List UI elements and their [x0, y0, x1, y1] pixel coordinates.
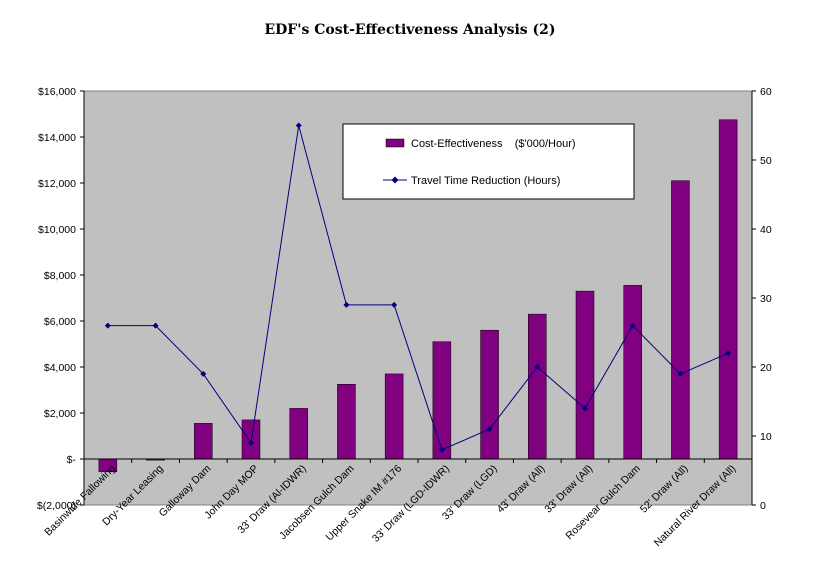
left-tick-label: $10,000	[38, 224, 76, 236]
left-tick-label: $4,000	[44, 362, 76, 374]
line-point	[104, 322, 111, 329]
line-point	[391, 301, 398, 308]
chart-title: EDF's Cost-Effectiveness Analysis (2)	[264, 22, 556, 38]
bar	[528, 313, 547, 460]
bar	[337, 384, 356, 460]
right-tick-label: 0	[760, 500, 766, 512]
bar	[384, 373, 404, 460]
bar	[289, 408, 308, 460]
line-point	[343, 301, 350, 308]
right-tick-label: 40	[760, 224, 772, 236]
right-tick-label: 20	[760, 362, 772, 374]
left-tick-label: $16,000	[38, 86, 76, 98]
line-point	[152, 322, 159, 329]
line-point	[295, 122, 302, 129]
line-point	[486, 426, 493, 433]
bar	[432, 341, 452, 460]
bar	[671, 180, 690, 460]
line-point	[438, 446, 445, 453]
line-point	[582, 405, 588, 412]
right-tick-label: 50	[760, 155, 772, 167]
bar	[194, 423, 213, 460]
legend-bar-label: Cost-Effectiveness ($'000/Hour)	[411, 138, 576, 150]
right-tick-label: 10	[760, 431, 772, 443]
legend: Cost-Effectiveness ($'000/Hour) Travel T…	[342, 123, 635, 200]
legend-box	[342, 123, 635, 200]
bar	[575, 290, 595, 460]
bar	[623, 285, 642, 460]
left-tick-label: $2,000	[44, 408, 76, 420]
legend-line-marker	[391, 176, 399, 184]
bar	[718, 119, 738, 460]
left-tick-label: $14,000	[38, 132, 76, 144]
bar-series	[83, 119, 753, 472]
travel-time-line	[107, 125, 729, 451]
left-tick-label: $12,000	[38, 178, 76, 190]
line-point	[725, 350, 732, 357]
left-tick-label: $8,000	[44, 270, 76, 282]
line-point	[200, 370, 207, 377]
bar	[480, 329, 499, 460]
left-y-axis: $(2,000) $- $2,000 $4,000 $6,000 $8,000 $10,00…	[37, 86, 85, 512]
line-point	[677, 370, 684, 377]
line-point	[534, 364, 541, 370]
left-tick-label: $-	[67, 454, 77, 466]
line-point	[248, 439, 254, 446]
right-tick-label: 30	[760, 293, 772, 305]
bar	[241, 419, 261, 460]
left-tick-label: $6,000	[44, 316, 76, 328]
line-point	[629, 322, 636, 329]
left-tick-label: $(2,000)	[37, 500, 76, 512]
legend-line-label: Travel Time Reduction (Hours)	[411, 175, 560, 187]
right-y-axis: 0 10 20 30 40 50 60	[751, 86, 772, 512]
legend-bar-swatch	[385, 138, 405, 148]
right-tick-label: 60	[760, 86, 772, 98]
line-series	[104, 122, 732, 453]
